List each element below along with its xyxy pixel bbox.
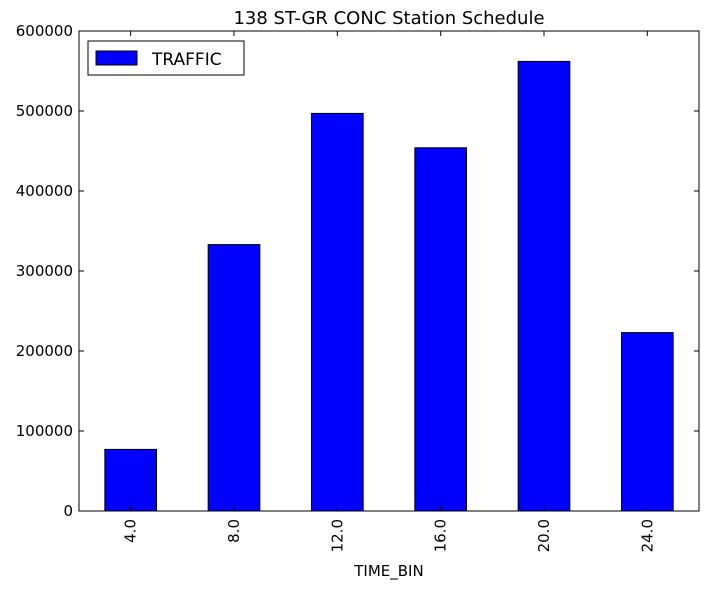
legend-swatch-traffic [95,50,138,66]
axis-ticks [79,30,699,512]
y-tick-label: 400000 [16,182,73,200]
y-tick-label: 200000 [16,342,73,360]
x-tick-label: 4.0 [122,519,140,543]
legend-label-traffic: TRAFFIC [151,50,222,70]
bars [104,60,674,512]
x-tick-label: 20.0 [535,519,553,552]
x-axis-label: TIME_BIN [353,562,423,581]
y-tick-label: 0 [63,502,73,520]
x-tick-label: 16.0 [432,519,450,552]
y-tick-label: 100000 [16,422,73,440]
y-tick-label: 600000 [16,22,73,40]
plot-area [78,30,700,512]
bar-8.0 [207,244,261,512]
bar-20.0 [517,60,571,512]
bar-24.0 [621,332,674,512]
bar-16.0 [414,147,468,512]
bar-4.0 [104,448,158,512]
y-tick-label: 500000 [16,102,73,120]
y-tick-label: 300000 [16,262,73,280]
tick-labels: 4.0 8.0 12.0 16.0 20.0 24.0 0 100000 200000 30000… [16,22,657,552]
bar-12.0 [311,112,364,512]
x-tick-label: 8.0 [225,519,243,543]
x-tick-label: 12.0 [328,519,346,552]
chart-title: 138 ST-GR CONC Station Schedule [233,8,544,29]
x-tick-label: 24.0 [638,519,656,552]
legend: TRAFFIC [87,40,245,76]
